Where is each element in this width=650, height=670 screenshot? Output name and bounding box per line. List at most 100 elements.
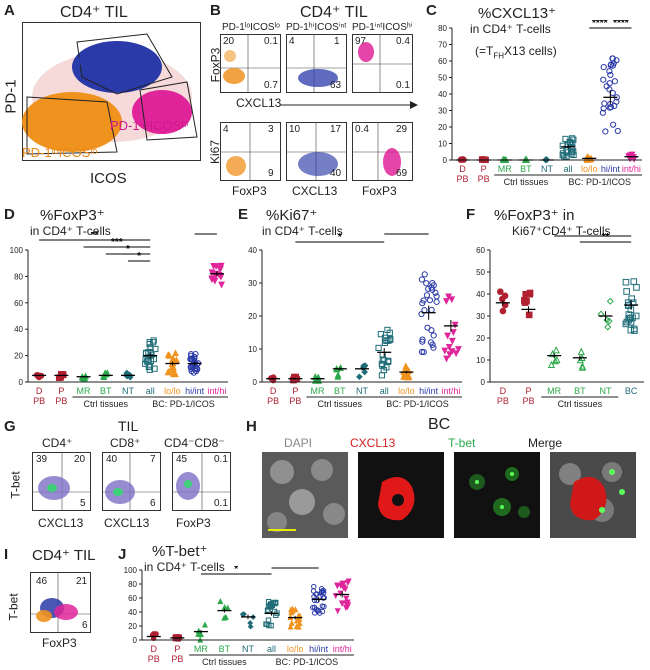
- g-c2-tr: 7: [150, 454, 156, 465]
- x-tick-label: hi/int: [185, 386, 205, 396]
- data-point: [402, 362, 410, 370]
- data-point: [614, 127, 621, 135]
- x-tick-label: hi/int: [309, 644, 329, 654]
- data-point: [559, 151, 566, 159]
- data-point: [288, 609, 295, 616]
- g-c1-tr: 20: [74, 454, 86, 465]
- x-tick-label: PB: [55, 396, 67, 406]
- b-r1c2-tr: 1: [334, 36, 340, 47]
- group-label-bc: BC: PD-1/ICOS: [276, 657, 339, 667]
- data-point: [568, 149, 575, 156]
- y-tick-label: 20: [248, 312, 257, 321]
- data-point: [577, 347, 585, 355]
- b-r2c1-tl: 4: [223, 124, 229, 135]
- data-point: [419, 300, 426, 307]
- data-point: [334, 371, 342, 379]
- panel-b-row1-xlabel: CXCL13: [236, 96, 282, 110]
- data-point: [499, 307, 507, 315]
- significance-label: ****: [198, 232, 214, 235]
- data-point: [334, 582, 341, 589]
- panel-j-chart: 020406080100*****DPBPPBMRBTNTalllo/lohi/…: [124, 566, 354, 667]
- panel-g-flow-grid: [32, 452, 231, 511]
- data-point: [311, 597, 318, 604]
- significance-label: ****: [399, 232, 415, 235]
- g-c1-br: 5: [80, 498, 86, 509]
- gate-label-orange: PD-1ˡᵒICOSˡᵒ: [22, 145, 98, 160]
- y-tick-label: 60: [14, 299, 23, 308]
- b-r2-xlabel-3: FoxP3: [362, 184, 397, 198]
- data-point: [208, 269, 216, 277]
- data-point: [195, 627, 202, 634]
- panel-c-note-b: X13 cells): [504, 44, 557, 58]
- data-point: [310, 588, 317, 594]
- data-point: [600, 76, 607, 83]
- x-tick-label: PB: [522, 396, 534, 406]
- data-point: [522, 290, 530, 298]
- data-point: [380, 367, 387, 374]
- y-tick-label: 20: [14, 352, 23, 361]
- data-point: [82, 372, 89, 380]
- data-point: [605, 317, 613, 325]
- panel-i-flow-plot: [30, 572, 91, 633]
- panel-h-col1: DAPI: [284, 436, 313, 450]
- x-tick-label: MR: [311, 386, 325, 396]
- data-point: [606, 104, 613, 111]
- panel-g-col2: CD8⁺: [110, 436, 141, 450]
- data-point: [521, 297, 528, 304]
- x-tick-label: D: [36, 386, 43, 396]
- panel-label-j: J: [118, 546, 127, 563]
- x-tick-label: lo/lo: [581, 164, 598, 174]
- panel-d-chart: 020406080100***********DPBPPBMRBTNTalllo…: [10, 232, 228, 409]
- data-point: [448, 296, 456, 304]
- data-point: [287, 623, 294, 630]
- x-tick-label: P: [292, 386, 298, 396]
- data-point: [443, 355, 450, 363]
- x-tick-label: D: [151, 644, 158, 654]
- x-tick-label: BT: [574, 386, 586, 396]
- data-point: [387, 335, 394, 343]
- panel-b-flow-grid: [220, 34, 413, 181]
- data-point: [149, 339, 157, 346]
- y-tick-label: 80: [14, 272, 23, 281]
- data-point: [144, 358, 151, 365]
- data-point: [429, 341, 436, 348]
- y-tick-label: 0: [253, 378, 258, 387]
- g-xlabel-2: CXCL13: [104, 516, 150, 530]
- b-r2c1-tr: 3: [268, 124, 274, 135]
- x-tick-label: PB: [171, 654, 183, 664]
- x-tick-label: BT: [520, 164, 532, 174]
- data-point: [210, 262, 217, 270]
- data-point: [334, 608, 341, 615]
- x-tick-label: MR: [498, 164, 512, 174]
- b-r2c3-br: 69: [396, 168, 408, 179]
- panel-b-col3: PD-1ⁱⁿᵗICOSʰⁱ: [352, 22, 413, 33]
- data-point: [315, 607, 322, 614]
- y-tick-label: 30: [476, 312, 485, 321]
- y-tick-label: 40: [14, 325, 23, 334]
- panel-j-sub: in CD4⁺ T-cells: [144, 560, 225, 574]
- b-r1c1-tr: 0.1: [264, 36, 278, 47]
- g-c2-br: 6: [150, 498, 156, 509]
- data-point: [428, 306, 435, 313]
- b-r1c1-br: 0.7: [264, 80, 278, 91]
- data-point: [606, 297, 614, 305]
- panel-b-col1: PD-1ˡᵒICOSˡᵒ: [222, 22, 280, 33]
- data-point: [164, 351, 172, 358]
- group-label-ctrl: Ctrl tissues: [558, 399, 603, 409]
- data-point: [451, 321, 459, 329]
- data-point: [600, 64, 607, 71]
- data-point: [338, 600, 345, 607]
- b-r2-xlabel-1: FoxP3: [232, 184, 267, 198]
- data-point: [319, 588, 326, 594]
- x-tick-label: int/hi: [333, 644, 352, 654]
- y-tick-label: 80: [438, 24, 447, 33]
- panel-g-title: TIL: [118, 418, 139, 434]
- panel-g-col3: CD4⁻CD8⁻: [164, 436, 225, 450]
- data-point: [340, 580, 347, 587]
- data-point: [146, 340, 153, 348]
- data-point: [356, 373, 363, 381]
- data-point: [344, 579, 351, 586]
- data-point: [419, 336, 426, 343]
- x-tick-label: all: [267, 644, 276, 654]
- y-tick-label: 20: [128, 622, 137, 631]
